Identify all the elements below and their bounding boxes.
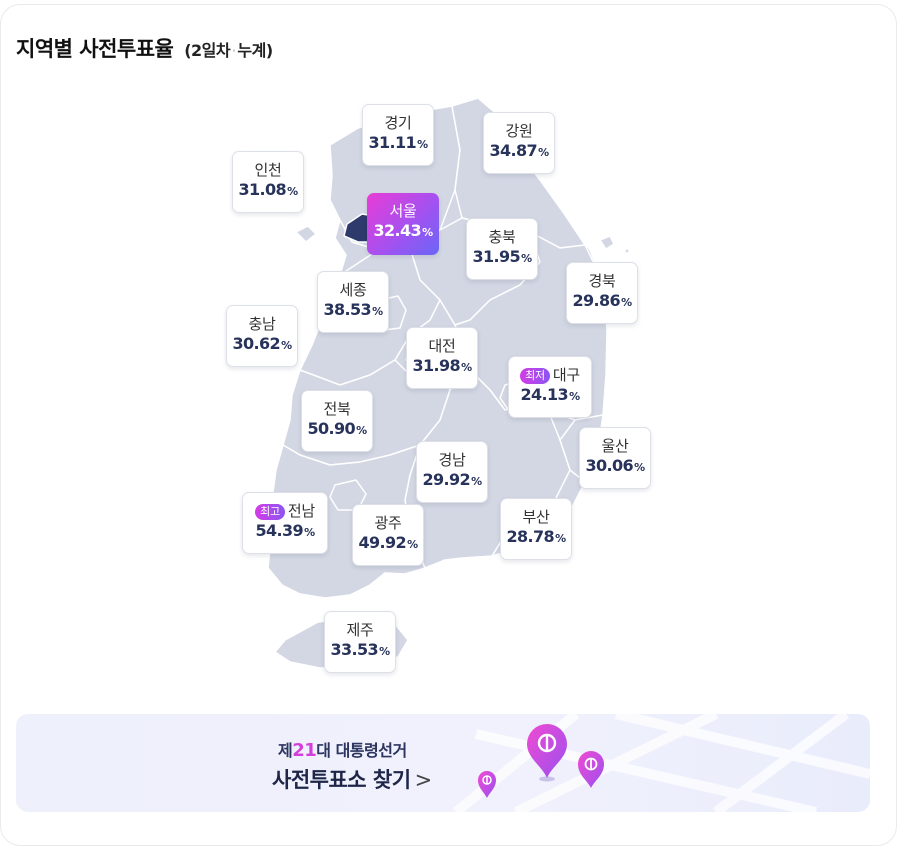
ulleung-island [599,235,615,250]
region-label-sejong[interactable]: 세종 38.53% [317,271,389,333]
region-label-jeonnam[interactable]: 최고 전남 54.39% [242,492,328,554]
ballot-pin-icon [578,751,604,788]
region-value: 31.95% [472,247,532,266]
region-value: 31.08% [238,180,298,199]
region-value: 54.39% [255,521,315,540]
subtitle-separator: · [232,46,236,57]
region-name: 대전 [428,337,456,355]
region-label-daejeon[interactable]: 대전 31.98% [406,327,478,389]
region-value: 49.92% [358,533,418,552]
region-label-daegu[interactable]: 최저 대구 24.13% [508,356,592,418]
subtitle-prefix: (2일차 [184,41,231,60]
region-label-seoul[interactable]: 서울 32.43% [367,193,439,255]
title-text: 지역별 사전투표율 [16,37,174,61]
region-name: 광주 [374,514,402,532]
banner-cta-label: 사전투표소 찾기 > [272,768,433,792]
region-name: 울산 [601,437,629,455]
region-value: 29.86% [572,291,632,310]
region-value: 33.53% [330,640,390,659]
region-label-gwangju[interactable]: 광주 49.92% [352,504,424,566]
region-label-gangwon[interactable]: 강원 34.87% [483,112,555,174]
region-label-busan[interactable]: 부산 28.78% [500,498,572,560]
region-value: 28.78% [506,527,566,546]
title-subtitle: (2일차 · 누계) [184,41,273,60]
region-value: 29.92% [422,470,482,489]
region-value: 38.53% [323,300,383,319]
region-label-chungnam[interactable]: 충남 30.62% [226,305,298,367]
region-value: 31.11% [368,133,428,152]
dokdo-island [624,248,630,254]
region-name: 충남 [248,315,276,333]
region-value: 50.90% [307,419,367,438]
incheon-island [295,225,317,243]
region-name: 부산 [522,508,550,526]
region-name: 경남 [438,451,466,469]
highest-badge: 최고 [255,504,285,520]
region-name: 경기 [384,114,412,132]
region-label-jeonbuk[interactable]: 전북 50.90% [301,390,373,452]
region-value: 34.87% [489,141,549,160]
region-value: 24.13% [520,385,580,404]
region-value: 30.62% [232,334,292,353]
banner-map-background [452,714,870,812]
page-title: 지역별 사전투표율 (2일차 · 누계) [16,33,273,63]
region-name: 경북 [588,272,616,290]
lowest-badge: 최저 [520,368,550,384]
region-name: 세종 [339,281,367,299]
find-polling-place-banner[interactable]: 제21대 대통령선거 사전투표소 찾기 > [16,714,870,812]
region-label-gyeongnam[interactable]: 경남 29.92% [416,441,488,503]
region-value: 31.98% [412,356,472,375]
region-label-gyeongbuk[interactable]: 경북 29.86% [566,262,638,324]
chevron-right-icon: > [414,768,433,792]
region-name: 최저 대구 [509,366,591,384]
region-value: 30.06% [585,456,645,475]
region-label-jeju[interactable]: 제주 33.53% [324,611,396,673]
region-name: 강원 [505,122,533,140]
region-name: 최고 전남 [243,502,327,520]
region-name: 인천 [254,161,282,179]
subtitle-suffix: 누계) [237,41,273,60]
region-label-gyeonggi[interactable]: 경기 31.11% [362,104,434,166]
region-name: 충북 [488,228,516,246]
banner-election-label: 제21대 대통령선거 [278,740,407,761]
ballot-pin-icon [527,724,567,782]
region-name: 전북 [323,400,351,418]
region-label-incheon[interactable]: 인천 31.08% [232,151,304,213]
ballot-pin-icon [478,771,496,798]
region-label-chungbuk[interactable]: 충북 31.95% [466,218,538,280]
region-value: 32.43% [373,221,433,240]
region-name: 서울 [389,202,417,220]
region-name: 제주 [346,621,374,639]
region-label-ulsan[interactable]: 울산 30.06% [579,427,651,489]
